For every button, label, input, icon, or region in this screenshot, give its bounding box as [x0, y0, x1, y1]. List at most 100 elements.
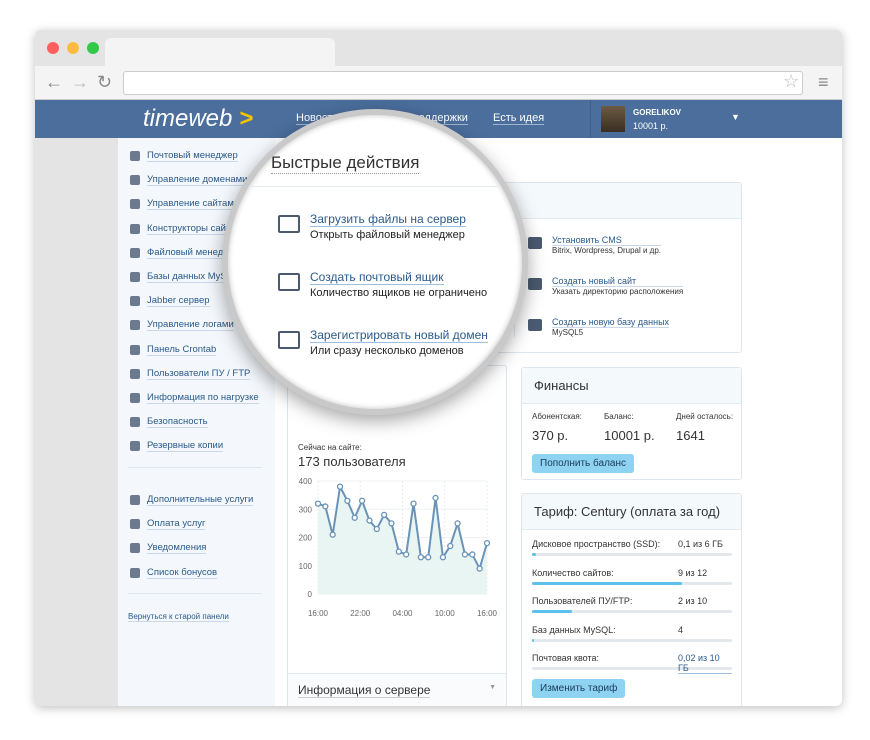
sidebar-item[interactable]: Почтовый менеджер — [130, 150, 238, 162]
menu-icon[interactable]: ≡ — [818, 72, 829, 92]
change-tariff-button[interactable]: Изменить тариф — [532, 679, 626, 698]
finance-title: Финансы — [522, 368, 741, 404]
sidebar-item[interactable]: Безопасность — [130, 416, 208, 429]
quick-action-label: Загрузить файлы на сервер — [310, 212, 466, 227]
sidebar-extra-item[interactable]: Дополнительные услуги — [130, 494, 254, 506]
sidebar-item-label: Дополнительные услуги — [147, 494, 254, 506]
menu-item-icon — [130, 296, 140, 307]
quick-action-sub: Или сразу несколько доменов — [310, 345, 464, 357]
finance-label: Дней осталось: — [676, 412, 734, 421]
sidebar-item[interactable]: Управление доменами — [130, 174, 248, 187]
data-point — [329, 531, 336, 538]
sidebar: Почтовый менеджер Управление доменами Упра… — [118, 138, 275, 706]
quick-action-label: Установить CMS — [552, 235, 662, 246]
sidebar-item[interactable]: Панель Crontab — [130, 344, 217, 356]
sidebar-item-label: Уведомления — [147, 542, 207, 555]
sidebar-item-label: Информация по нагрузке — [147, 392, 259, 404]
server-info-section[interactable]: Информация о сервере ▼ — [288, 673, 506, 706]
sidebar-item[interactable]: Файловый менеджер — [130, 246, 241, 259]
quick-action-left[interactable]: Загрузить файлы на сервер Открыть файловы… — [310, 212, 466, 241]
sidebar-item-label: Файловый менеджер — [147, 246, 241, 259]
user-menu[interactable]: GORELIKOV 10001 р. ▼ — [590, 100, 780, 138]
sidebar-item[interactable]: Управление сайтами — [130, 198, 240, 211]
sidebar-item[interactable]: Резервные копии — [130, 440, 224, 453]
y-tick-label: 300 — [299, 505, 313, 514]
logo-text: timeweb — [143, 105, 233, 132]
reload-icon[interactable]: ↻ — [97, 72, 113, 92]
quick-action-left[interactable]: Зарегистрировать новый домен Или сразу не… — [310, 328, 488, 357]
tariff-value: 0,1 из 6 ГБ — [678, 539, 723, 549]
menu-item-icon — [130, 199, 140, 210]
tariff-value[interactable]: 0,02 из 10 ГБ — [678, 653, 732, 674]
usage-bar — [532, 638, 732, 642]
y-tick-label: 200 — [299, 534, 313, 543]
close-window-button[interactable] — [47, 42, 59, 54]
forward-icon[interactable]: → — [71, 72, 89, 92]
tariff-row: Количество сайтов: 9 из 12 — [532, 568, 732, 585]
sidebar-item-label: Оплата услуг — [147, 518, 206, 531]
chevron-down-icon[interactable]: ▼ — [731, 112, 740, 122]
quick-action-sub: Указать директорию расположения — [552, 287, 684, 296]
sidebar-item[interactable]: Jabber сервер — [130, 295, 210, 308]
briefcase-icon — [528, 237, 542, 249]
sidebar-item-label: Безопасность — [147, 416, 208, 429]
quick-action-right[interactable]: Установить CMS Bitrix, Wordpress, Drupal … — [552, 235, 662, 255]
finance-label: Баланс: — [604, 412, 634, 421]
sidebar-item[interactable]: Пользователи ПУ / FTP — [130, 368, 251, 380]
tariff-row: Пользователей ПУ/FTP: 2 из 10 — [532, 596, 732, 613]
y-tick-label: 400 — [299, 477, 313, 486]
sidebar-item-label: Конструкторы сайтов — [147, 222, 241, 235]
sidebar-item-label: Базы данных MySQL — [147, 271, 240, 283]
sidebar-item[interactable]: Конструкторы сайтов — [130, 223, 241, 235]
quick-action-right[interactable]: Создать новый сайт Указать директорию рас… — [552, 276, 684, 296]
data-point — [417, 554, 425, 561]
menu-item-icon — [130, 247, 140, 258]
folder-add-icon — [528, 278, 542, 290]
user-balance: 10001 р. — [633, 121, 669, 131]
usage-bar — [532, 553, 732, 556]
sidebar-item-label: Управление сайтами — [147, 198, 240, 211]
bookmark-star-icon[interactable]: ☆ — [783, 71, 800, 91]
tariff-label: Количество сайтов: — [532, 567, 614, 578]
tariff-card: Тариф: Century (оплата за год) Дисковое … — [521, 493, 742, 706]
logo[interactable]: timeweb > — [143, 105, 254, 132]
menu-item-icon — [130, 151, 140, 161]
old-panel-link[interactable]: Вернуться к старой панели — [128, 612, 229, 622]
sidebar-item-label: Jabber сервер — [147, 295, 210, 308]
data-point — [373, 525, 380, 533]
sidebar-extra-item[interactable]: Оплата услуг — [130, 518, 206, 531]
data-point — [322, 503, 329, 510]
quick-action-right[interactable]: Создать новую базу данных MySQL5 — [552, 317, 670, 337]
data-point — [432, 494, 439, 502]
minimize-window-button[interactable] — [67, 42, 79, 54]
nav-idea[interactable]: Есть идея — [493, 112, 545, 125]
quick-action-sub: Количество ящиков не ограничено — [310, 287, 488, 299]
data-point — [380, 511, 388, 519]
sidebar-item[interactable]: Информация по нагрузке — [130, 392, 259, 404]
avatar — [601, 106, 625, 132]
data-point — [469, 551, 476, 558]
browser-tab[interactable] — [105, 38, 335, 66]
sidebar-item[interactable]: Базы данных MySQL — [130, 271, 240, 283]
online-users-chart: 0 100 200 300 400 16:00 22:00 04:00 10:00 16:00 — [299, 477, 498, 618]
chevron-down-icon: ▼ — [489, 684, 496, 691]
sidebar-extra-item[interactable]: Список бонусов — [130, 567, 218, 579]
online-label: Сейчас на сайте: — [298, 443, 362, 452]
menu-item-icon — [130, 417, 140, 428]
usage-bar — [532, 581, 732, 585]
quick-action-label: Создать новую базу данных — [552, 317, 670, 328]
sidebar-extra-item[interactable]: Уведомления — [130, 542, 207, 555]
quick-actions-title: Быстрые действия — [271, 153, 420, 174]
x-tick-label: 04:00 — [392, 609, 413, 618]
quick-action-left[interactable]: Создать почтовый ящик Количество ящиков н… — [310, 270, 487, 299]
address-bar[interactable] — [123, 71, 803, 95]
data-point — [358, 497, 366, 504]
back-icon[interactable]: ← — [45, 72, 63, 92]
sidebar-item[interactable]: Управление логами — [130, 319, 234, 332]
data-point — [314, 500, 322, 507]
sidebar-item-label: Резервные копии — [147, 440, 224, 453]
tariff-row: Баз данных MySQL: 4 — [532, 625, 732, 642]
top-up-balance-button[interactable]: Пополнить баланс — [532, 454, 634, 473]
x-tick-label: 16:00 — [308, 609, 329, 618]
maximize-window-button[interactable] — [87, 42, 99, 54]
